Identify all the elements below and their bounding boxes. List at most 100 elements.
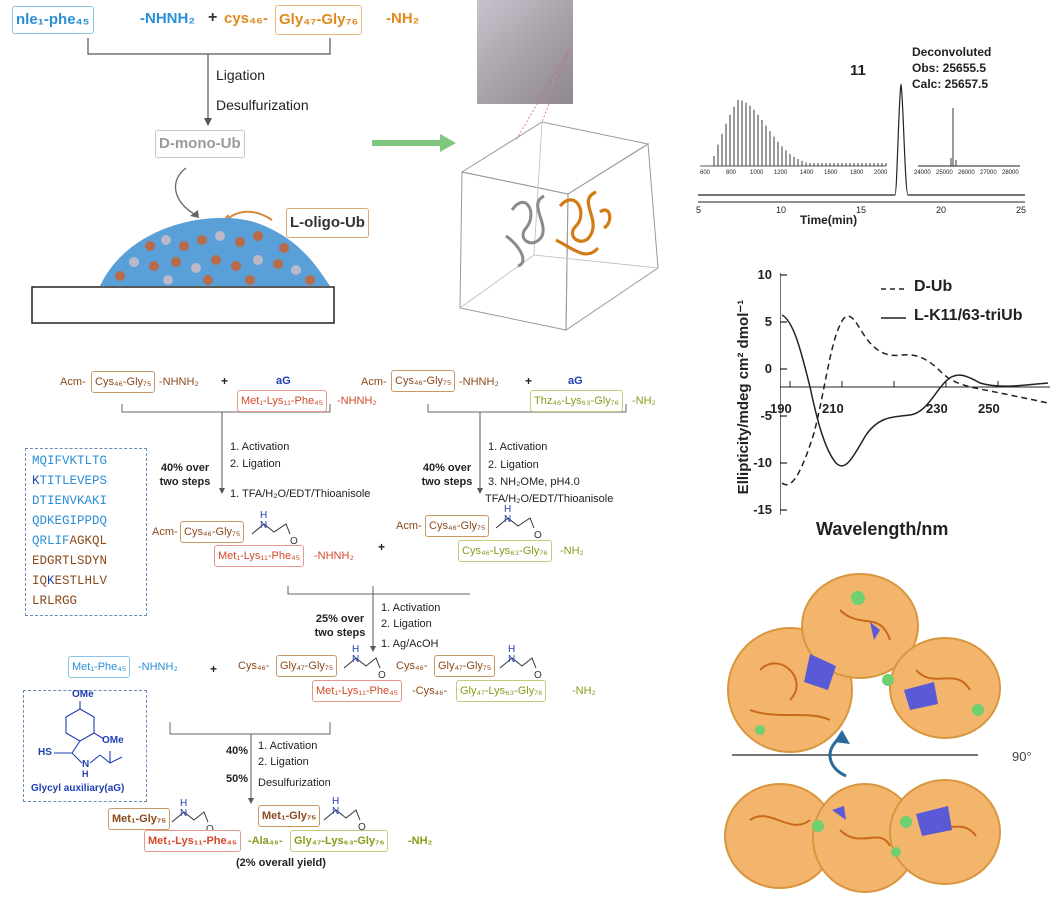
right-step-3: 3. NH₂OMe, pH4.0 (488, 476, 580, 488)
svg-text:O: O (534, 530, 542, 538)
sequence-line: IQKESTLHLV (32, 574, 108, 588)
overall-yield: (2% overall yield) (236, 857, 326, 869)
fragment-gly: Gly₄₇-Gly₇₆ (279, 11, 359, 28)
mid-c-prefix: Acm- (396, 520, 422, 532)
r3d-mid: -Cys₄₆- (412, 685, 448, 697)
ms-inset1-tick: 1000 (750, 170, 764, 176)
final-step-3: Desulfurization (258, 777, 331, 789)
ms-inset2-tick: 25000 (936, 170, 953, 176)
r1a-suffix: -NHNH₂ (159, 376, 199, 388)
svg-text:N: N (508, 654, 515, 665)
mid-linker-2: HN O (495, 504, 542, 538)
triub-surface-bottom (724, 779, 1001, 893)
cd-series-l-triub (781, 314, 1049, 467)
sequence-line: QDKEGIPPDQ (32, 514, 108, 528)
ub-sequence-box: MQIFVKTLTG KTITLEVEPS DTIENVKAKI QDKEGIP… (25, 448, 147, 616)
svg-text:N: N (180, 808, 187, 819)
cd-y-tick: 10 (757, 267, 772, 282)
cd-x-tick: 210 (822, 401, 844, 416)
scheme-plus-1: + (221, 374, 229, 388)
svg-text:O: O (378, 670, 386, 678)
scheme-plus-2: + (525, 374, 533, 388)
r1b-suffix: -NHNH₂ (337, 395, 377, 407)
r3d-box: Met₁-Lys₁₁-Phe₄₅ (312, 680, 403, 702)
r3b-prefix: Cys₄₆- (238, 660, 270, 672)
ms-inset2-ticks: 24000 25000 26000 27000 28000 (914, 170, 1024, 180)
r3d-peptide: Met₁-Lys₁₁-Phe₄₅ (316, 685, 399, 697)
cd-legend-d-ub: D-Ub (914, 278, 953, 295)
mid-b-peptide: Met₁-Lys₁₁-Phe₄₅ (218, 550, 301, 562)
scheme-lines (121, 404, 627, 804)
cd-series-d-ub (781, 315, 1049, 486)
ms-inset-deconvoluted (918, 108, 1020, 167)
p-d-box: Gly₄₇-Lys₆₃-Gly₇₆ (290, 830, 389, 852)
p-d-peptide: Gly₄₇-Lys₆₃-Gly₇₆ (294, 835, 385, 847)
d-ub-ribbon (505, 194, 545, 268)
oligo-particles (115, 231, 315, 285)
l-oligo-ub-box: L-oligo-Ub (286, 208, 369, 238)
r1c-prefix: Acm- (361, 376, 387, 388)
ms-xaxis-ticks: 5 10 15 20 25 (690, 205, 1040, 217)
ms-obs: Obs: 25655.5 (912, 61, 987, 75)
cd-spectrum (780, 273, 1050, 515)
svg-text:H: H (508, 644, 515, 655)
svg-text:H: H (332, 796, 339, 807)
ms-x-tick: 15 (856, 205, 867, 215)
svg-text:N: N (504, 514, 511, 525)
svg-text:H: H (504, 504, 511, 515)
fragment-nle-phe: nle₁-phe₄₅ (16, 11, 90, 28)
mid-c-peptide: Cys₄₆-Gly₇₅ (429, 520, 486, 532)
cd-y-tick: 0 (764, 361, 772, 376)
r1d-box: Thz₄₆-Lys₆₃-Gly₇₆ (530, 390, 623, 412)
sequence-line: LRLRGG (32, 594, 78, 608)
r1c-box: Cys₄₆-Gly₇₅ (391, 370, 456, 392)
fragment-nle-phe-box: nle₁-phe₄₅ (12, 6, 94, 34)
svg-text:O: O (290, 536, 298, 544)
mid-d-suffix: -NH₂ (560, 545, 584, 557)
triub-surface-structures (724, 573, 1001, 893)
ms-inset2-tick: 28000 (1002, 170, 1019, 176)
sequence-line: DTIENVKAKI (32, 494, 108, 508)
ms-inset1-tick: 1800 (850, 170, 864, 176)
left-step-2: 2. Ligation (230, 458, 281, 470)
ms-inset1-tick: 800 (726, 170, 737, 176)
p-b-peptide: Met₁-Gly₇₅ (262, 810, 317, 822)
left-yield: 40% over two steps (159, 462, 211, 488)
mid-b-suffix: -NHNH₂ (314, 550, 354, 562)
ms-xaxis-label: Time(min) (800, 213, 858, 227)
l-ub-ribbon (555, 190, 612, 256)
fragment-gly-suffix: -NH₂ (386, 10, 420, 27)
r3c-peptide: Gly₄₇-Gly₇₅ (438, 660, 492, 672)
r3a-box: Met₁-Phe₄₅ (68, 656, 131, 678)
sequence-line-rest: TITLEVEPS (39, 474, 108, 488)
svg-text:O: O (206, 824, 214, 832)
cd-y-tick: -15 (753, 502, 772, 517)
right-step-2: 2. Ligation (488, 459, 539, 471)
final-step-2: 2. Ligation (258, 756, 309, 768)
sequence-k63: K (47, 574, 55, 588)
product-d-mono-ub-box: D-mono-Ub (155, 130, 245, 158)
ms-x-tick: 25 (1016, 205, 1027, 215)
cd-y-tick: 5 (764, 314, 772, 329)
scheme-plus-4: + (210, 662, 218, 676)
aux-ome-side: OMe (102, 735, 124, 746)
scheme-plus-3: + (378, 540, 386, 554)
p-linker-2: HN O (323, 796, 366, 830)
r3c-prefix: Cys₄₆- (396, 660, 428, 672)
p-c-peptide: Met₁-Lys₁₁-Phe₄₅ (148, 835, 237, 847)
r3b-peptide: Gly₄₇-Gly₇₅ (280, 660, 334, 672)
svg-text:O: O (358, 822, 366, 830)
cd-xaxis-label: Wavelength/nm (816, 519, 949, 539)
step3-yield: 25% over two steps (314, 613, 366, 639)
svg-text:N: N (260, 520, 267, 531)
svg-text:H: H (180, 798, 187, 809)
p-b-box: Met₁-Gly₇₅ (258, 805, 321, 827)
r3b-box: Gly₄₇-Gly₇₅ (276, 655, 338, 677)
ms-inset-spectrum (713, 100, 887, 166)
green-arrow (372, 140, 440, 146)
p-a-peptide: Met₁-Gly₇₅ (112, 813, 167, 825)
ms-inset1-ticks: 600 800 1000 1200 1400 1600 1800 2000 (700, 170, 890, 180)
r3a-peptide: Met₁-Phe₄₅ (72, 661, 127, 673)
ms-calc: Calc: 25657.5 (912, 77, 989, 91)
r1b-box: Met₁-Lys₁₁-Phe₄₅ (237, 390, 328, 412)
